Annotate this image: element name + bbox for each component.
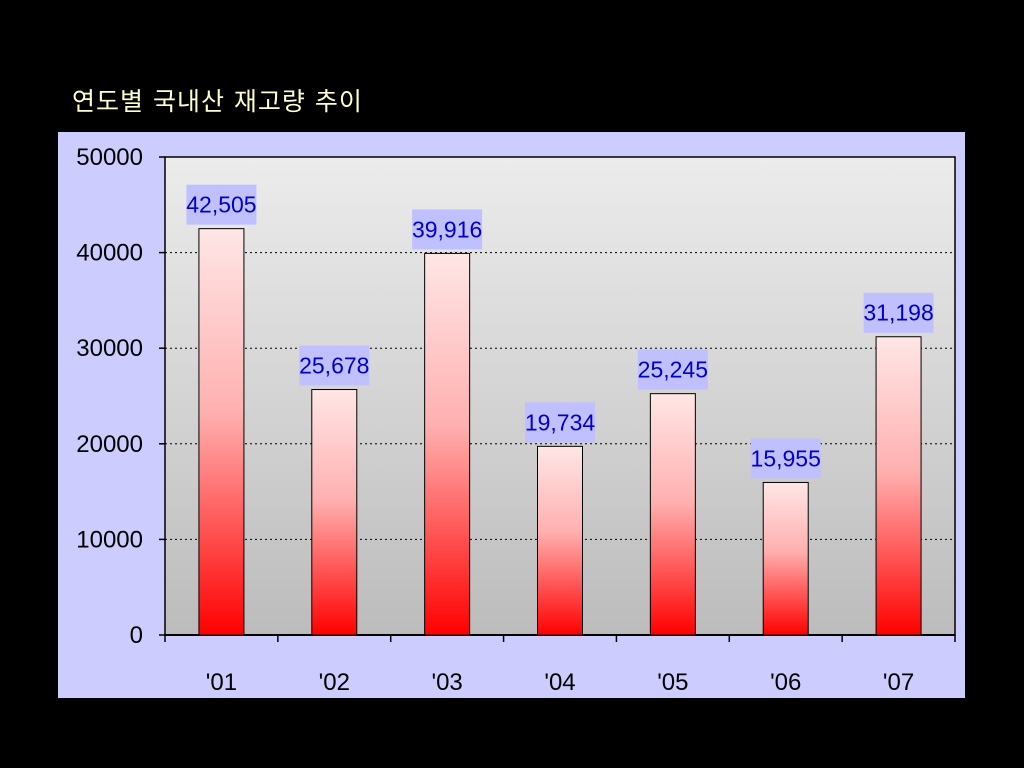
x-tick-label: '03 — [432, 669, 463, 696]
x-tick-label: '01 — [206, 669, 237, 696]
data-label: 15,955 — [751, 445, 821, 471]
y-tick-label: 40000 — [76, 240, 143, 267]
data-label: 39,916 — [412, 216, 482, 242]
bar-05 — [649, 393, 696, 636]
x-tick-label: '04 — [544, 669, 575, 696]
bar-04 — [537, 445, 583, 636]
data-label: 25,678 — [299, 353, 369, 379]
data-label: 19,734 — [525, 409, 596, 435]
bar-06 — [762, 481, 809, 636]
bar-07 — [875, 336, 922, 636]
data-label-box — [186, 184, 257, 225]
x-tick-label: '02 — [319, 669, 350, 696]
bar-02 — [311, 389, 358, 636]
data-label: 31,198 — [863, 300, 933, 326]
y-tick-label: 0 — [130, 622, 143, 649]
data-label: 25,245 — [638, 357, 708, 383]
data-label: 42,505 — [186, 192, 256, 218]
y-tick-label: 20000 — [76, 431, 143, 458]
y-tick-label: 50000 — [76, 144, 143, 171]
bar-03 — [424, 252, 471, 636]
data-label-box — [525, 402, 595, 443]
data-label-box — [750, 438, 821, 479]
chart-title: 연도별 국내산 재고량 추이 — [72, 87, 363, 116]
bar-01 — [198, 228, 245, 636]
data-label-box — [299, 345, 370, 386]
y-tick-label: 10000 — [76, 526, 143, 553]
x-tick-label: '06 — [770, 669, 801, 696]
data-label-box — [863, 292, 934, 333]
data-label-box — [412, 209, 483, 250]
data-label-box — [637, 349, 708, 390]
x-tick-label: '07 — [883, 669, 914, 696]
y-tick-label: 30000 — [76, 335, 143, 362]
x-tick-label: '05 — [657, 669, 688, 696]
